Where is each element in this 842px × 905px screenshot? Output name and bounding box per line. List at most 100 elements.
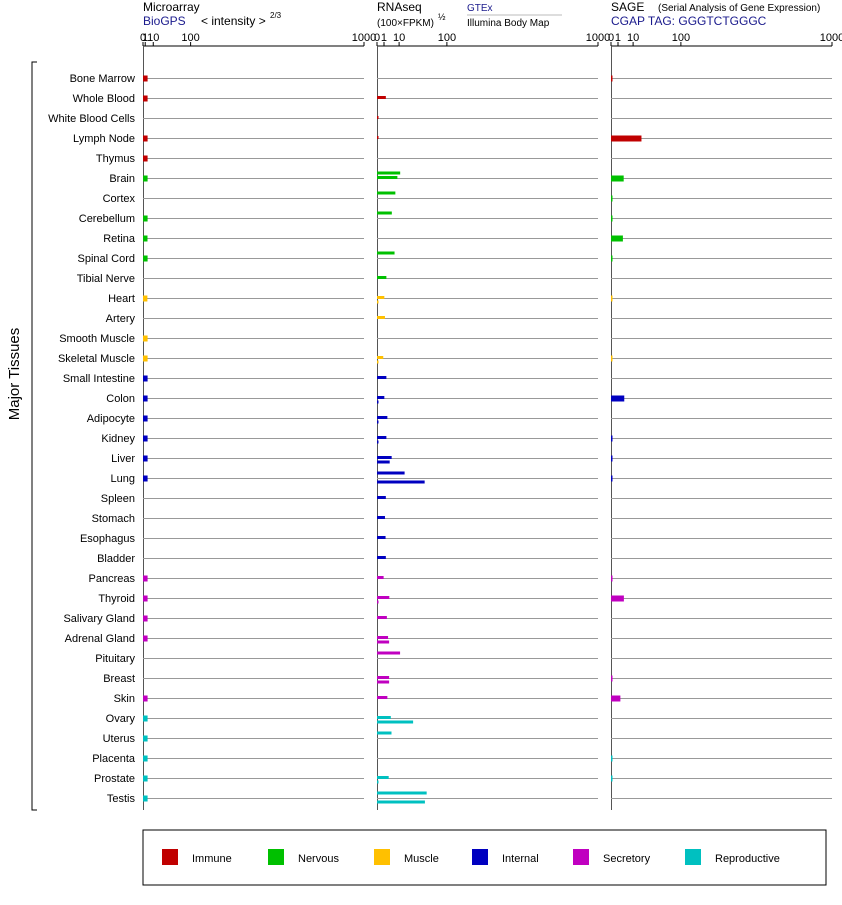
rnaseq-bar [377,396,385,399]
tissue-label: Skin [114,693,135,705]
tissue-label: Adipocyte [87,413,135,425]
rnaseq-bar [377,356,384,359]
rnaseq-units: (100×FPKM) [377,18,434,29]
tissue-label: Artery [106,313,136,325]
rnaseq-bar [377,780,379,784]
tissue-label: Thyroid [98,593,135,605]
tissue-label: Smooth Muscle [59,333,135,345]
legend-label-internal: Internal [502,853,539,865]
microarray-bar [143,175,148,182]
rnaseq-bar [377,116,379,119]
legend-swatch-immune [162,849,178,865]
panel-0-tick-label: 10 [147,32,159,44]
legend-box [142,829,827,886]
rnaseq-bar [377,636,389,639]
rnaseq-bar [377,360,379,364]
tissue-label: Pituitary [95,653,135,665]
rnaseq-bar [377,176,398,179]
rnaseq-bar [377,651,401,655]
tissue-label: Brain [109,173,135,185]
legend-swatch-secretory [573,849,589,865]
microarray-bar [143,615,148,622]
tissue-label: Small Intestine [63,373,135,385]
panel-2-tick-label: 0 [608,32,614,44]
rnaseq-bar [377,300,379,304]
panel-2-tick-label: 1 [615,32,621,44]
sage-bar [611,215,613,222]
rnaseq-bar [377,316,385,319]
rnaseq-bar [377,791,427,795]
rnaseq-bar [377,471,405,475]
panel-0-tick-label: 1 [142,32,148,44]
microarray-bar [143,75,148,82]
sage-bar [611,695,621,702]
rnaseq-bar [377,420,379,424]
tissue-label: Bladder [97,553,135,565]
microarray-source: BioGPS [143,14,186,28]
tissue-label: Bone Marrow [70,73,135,85]
rnaseq-bar [377,436,387,439]
legend-swatch-nervous [268,849,284,865]
tissue-label: Spinal Cord [78,253,135,265]
rnaseq-bar [377,460,390,464]
rnaseq-bar [377,536,386,539]
tissue-label: Thymus [96,153,136,165]
microarray-bar [143,695,148,702]
microarray-bar [143,455,148,462]
tissue-label: Cortex [103,193,136,205]
legend-label-secretory: Secretory [603,853,651,865]
tissue-label: Testis [107,793,136,805]
sage-bar [611,75,613,82]
panel-1-tick-label: 100 [438,32,456,44]
tissue-label: Prostate [94,773,135,785]
microarray-bar [143,375,148,382]
rnaseq-bar [377,440,379,444]
rnaseq-bar [377,251,395,255]
rnaseq-bar [377,136,379,139]
tissue-label: Uterus [103,733,136,745]
microarray-bar [143,415,148,422]
legend-label-muscle: Muscle [404,853,439,865]
panel-1-tick-label: 10 [393,32,405,44]
rnaseq-bar [377,696,388,699]
sage-bar [611,675,613,682]
sage-title: SAGE [611,0,644,14]
legend-label-nervous: Nervous [298,853,339,865]
rnaseq-bar [377,516,385,519]
legend-swatch-reproductive [685,849,701,865]
rnaseq-bar [377,576,384,579]
legend-swatch-internal [472,849,488,865]
microarray-title: Microarray [143,0,200,14]
rnaseq-bar [377,800,425,804]
rnaseq-bar [377,676,390,679]
rnaseq-bar [377,600,379,604]
tissue-label: White Blood Cells [48,113,135,125]
rnaseq-bar [377,680,390,684]
microarray-bar [143,135,148,142]
rnaseq-bar [377,96,386,99]
panel-1-tick-label: 1000 [586,32,610,44]
panel-2-tick-label: 1000 [820,32,842,44]
rnaseq-bar [377,716,391,719]
microarray-scale-label: < intensity > [201,14,266,28]
tissue-label: Retina [103,233,136,245]
tissue-label: Adrenal Gland [65,633,135,645]
tissue-label: Lymph Node [73,133,135,145]
tissue-label: Placenta [92,753,136,765]
microarray-bar [143,95,148,102]
microarray-bar [143,795,148,802]
tissue-label: Ovary [106,713,136,725]
rnaseq-title: RNAseq [377,0,422,14]
microarray-bar [143,295,148,302]
tissue-label: Esophagus [80,533,136,545]
tissue-label: Heart [108,293,135,305]
panel-0-tick-label: 100 [181,32,199,44]
rnaseq-bar [377,776,389,779]
microarray-bar [143,215,148,222]
tissue-label: Tibial Nerve [77,273,135,285]
sage-bar [611,195,613,202]
body-map-label: Illumina Body Map [467,18,550,29]
rnaseq-bar [377,496,386,499]
